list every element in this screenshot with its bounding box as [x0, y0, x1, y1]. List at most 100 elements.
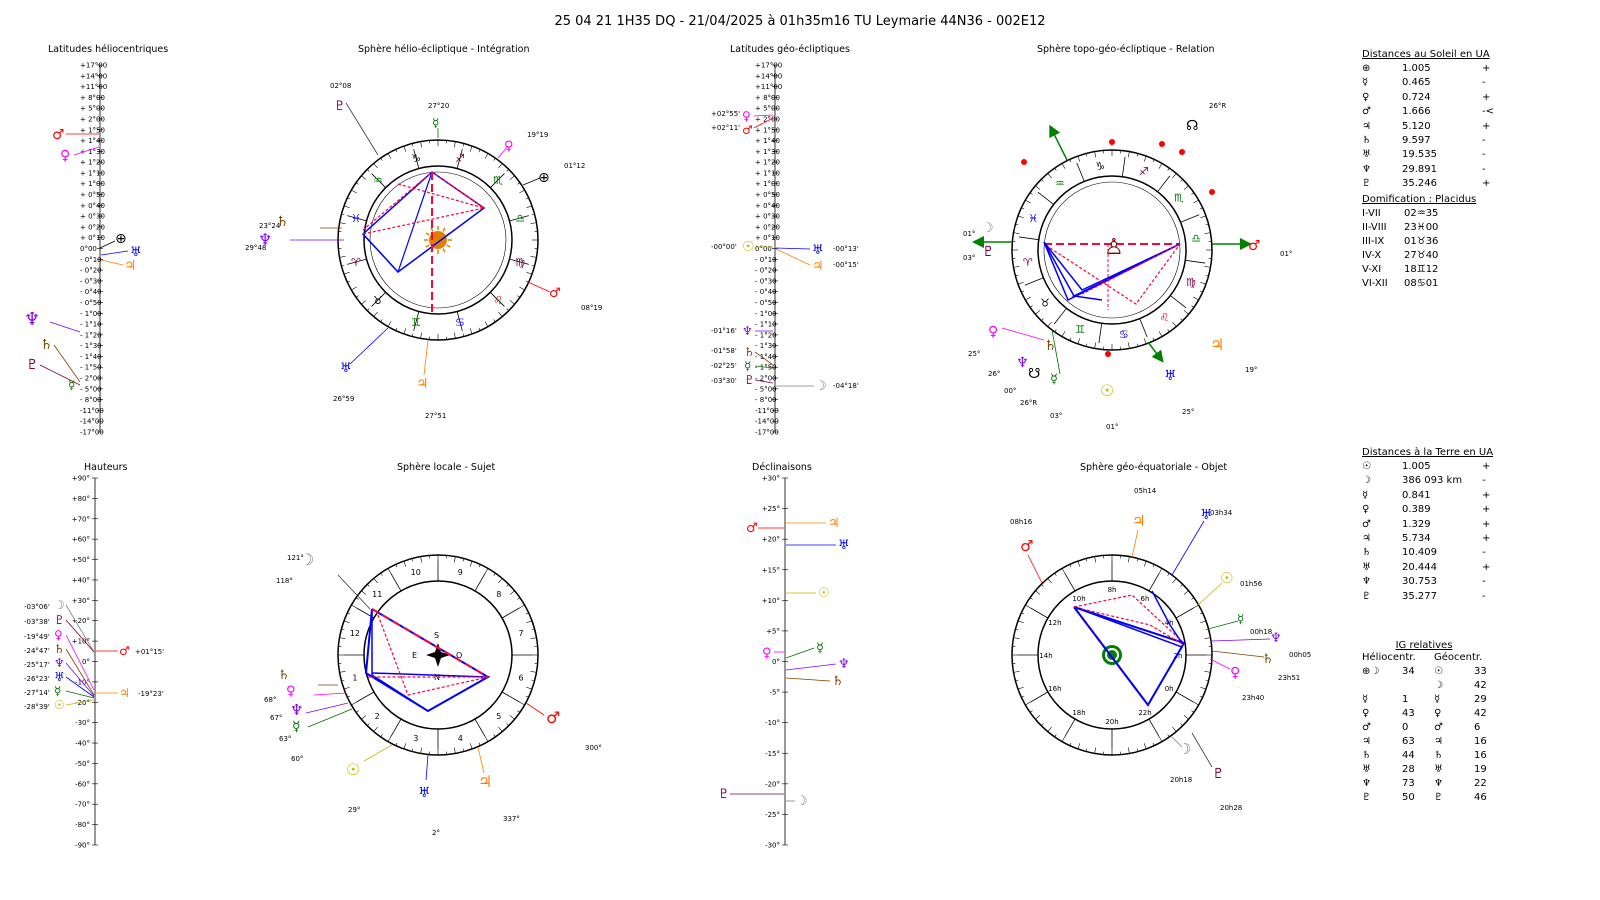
zodiac-sign-icon: ♉ [373, 294, 383, 307]
scale-tick-label: - 1°00 [80, 310, 102, 318]
svg-text:☿: ☿ [744, 359, 751, 373]
table-cell: 1 [1402, 694, 1409, 705]
scale-tick-label: - 8°00 [80, 396, 102, 404]
table-row: V-XI 18♊12 [1362, 263, 1502, 277]
scale-tick-label: + 1°20 [80, 159, 105, 167]
topo-label-pluto: 03° [963, 254, 975, 262]
scale-tick-label: + 0°30 [755, 213, 780, 221]
scale-tick-label: + 1°00 [755, 180, 780, 188]
hour-label: 18h [1072, 709, 1085, 717]
haut-label-mercury: -27°14' [24, 689, 50, 697]
scale-tick-label: + 0°50 [755, 191, 780, 199]
helio-label-mars: 08°19 [581, 304, 602, 312]
scale-tick-label: + 0°10 [755, 234, 780, 242]
zodiac-sign-icon: ♍ [1186, 276, 1196, 289]
table-row: ♀ 0.724 + [1362, 91, 1502, 105]
table-row: ☽ 42 [1362, 679, 1504, 693]
mercury-icon: ☿ [68, 378, 75, 392]
table-cell: ☿ [1434, 694, 1441, 705]
zodiac-sign-icon: ♑ [1095, 160, 1105, 173]
geo-label-moon: -04°18' [833, 382, 859, 390]
table-cell: 22 [1474, 778, 1487, 789]
table-cell: 0.465 [1402, 77, 1431, 89]
table-cell: ♄ [1434, 750, 1443, 761]
scale-tick-label: -10° [765, 719, 780, 727]
table-row: ♇ 35.277 - [1362, 590, 1502, 604]
eq-label-c: 08h16 [1010, 518, 1033, 526]
mars-icon: ♂ [549, 286, 561, 301]
dist-terre-table: Distances à la Terre en UA ☉ 1.005 + ☽ 386 0… [1362, 447, 1502, 604]
svg-text:♀: ♀ [762, 646, 772, 661]
mars-icon: ♂ [52, 127, 65, 143]
svg-text:☽: ☽ [982, 221, 994, 236]
haut-label-mars: +01°15' [135, 648, 164, 656]
hour-label: 16h [1048, 685, 1061, 693]
table-cell: ♇ [1362, 590, 1371, 602]
svg-text:♃: ♃ [812, 259, 824, 274]
svg-text:♙: ♙ [1104, 235, 1124, 260]
topo-label-mars: 01° [1280, 250, 1292, 258]
table-cell: ♅ [1434, 764, 1443, 775]
table-cell: ♇ [1362, 178, 1371, 190]
table-cell: ☿ [1362, 77, 1369, 89]
geo-label-pluto: -03°30' [711, 377, 737, 385]
scale-tick-label: + 0°20 [80, 223, 105, 231]
svg-text:☿: ☿ [1050, 372, 1058, 387]
haut-label-saturn: -24°47' [24, 647, 50, 655]
svg-text:♀: ♀ [988, 324, 998, 340]
helio-label-earth: 01°12 [564, 162, 585, 170]
table-cell: 5.120 [1402, 120, 1431, 132]
table-cell: 50 [1402, 792, 1415, 803]
table-cell: 27♉40 [1404, 249, 1439, 261]
scale-tick-label: +10° [762, 597, 780, 605]
scale-tick-label: -11°00 [755, 407, 779, 415]
svg-text:♂: ♂ [1248, 238, 1261, 254]
jupiter-icon: ♃ [416, 376, 429, 392]
scale-tick-label: - 0°40 [80, 288, 102, 296]
svg-text:♃: ♃ [119, 686, 130, 700]
haut-label-moon: -03°06' [24, 603, 50, 611]
table-row: ♇ 35.246 + [1362, 177, 1502, 191]
geo-label-jupiter: -00°15' [833, 261, 859, 269]
table-cell: ⊕ [1362, 63, 1371, 74]
table-cell: 23♓00 [1404, 221, 1439, 233]
scale-tick-label: -20° [765, 780, 780, 788]
scale-tick-label: - 0°30 [755, 277, 777, 285]
table-cell: ♄ [1362, 750, 1371, 761]
svg-text:♅: ♅ [812, 243, 824, 258]
ig-head-helio: Héliocentr. [1362, 652, 1416, 663]
helio-label-neptune: 29°48 [245, 244, 266, 252]
table-row: ♀ 0.389 + [1362, 503, 1502, 517]
svg-text:♂: ♂ [546, 708, 560, 727]
scale-tick-label: - 0°20 [755, 267, 777, 275]
house-number: 3 [413, 734, 418, 743]
hour-label: 0h [1165, 685, 1174, 693]
scale-tick-label: + 8°00 [80, 94, 105, 102]
loc-label-f: 60° [291, 755, 303, 763]
scale-tick-label: -30° [765, 842, 780, 850]
topo-label-jupiter: 19° [1245, 366, 1257, 374]
scale-tick-label: - 8°00 [755, 396, 777, 404]
venus-icon: ♀ [60, 148, 70, 164]
table-cell: 1.666 [1402, 106, 1431, 118]
table-cell: ♃ [1362, 120, 1371, 132]
scale-tick-label: -11°00 [80, 407, 104, 415]
eq-label-g: 23h51 [1278, 674, 1300, 682]
loc-label-e: 63° [279, 735, 291, 743]
scale-tick-label: - 0°20 [80, 267, 102, 275]
haut-label-pluto: -03°38' [24, 618, 50, 626]
table-cell: 63 [1402, 736, 1415, 747]
table-cell: 35.277 [1402, 590, 1437, 602]
svg-text:♅: ♅ [54, 670, 65, 684]
geo-label-sun: -00°00' [711, 243, 737, 251]
zodiac-sign-icon: ♈ [351, 256, 361, 269]
helio-sphere: ♑ ♐ ♏ ♎ ♍ ♌ ♋ ♊ ♉ ♈ ♓ ♒ ♇ ☿ ♀ ⊕ ♄ ♆ ♂ ♅ ♃ [258, 99, 561, 392]
svg-text:♆: ♆ [1270, 631, 1282, 646]
earth-icon: ⊕ [115, 231, 127, 247]
table-cell: ☉ [1362, 461, 1371, 472]
table-cell: - [1482, 547, 1486, 559]
house-number: 11 [372, 590, 382, 599]
table-row: ⊕☽ 34 ☉ 33 [1362, 665, 1504, 679]
table-cell: ♄ [1362, 547, 1371, 559]
